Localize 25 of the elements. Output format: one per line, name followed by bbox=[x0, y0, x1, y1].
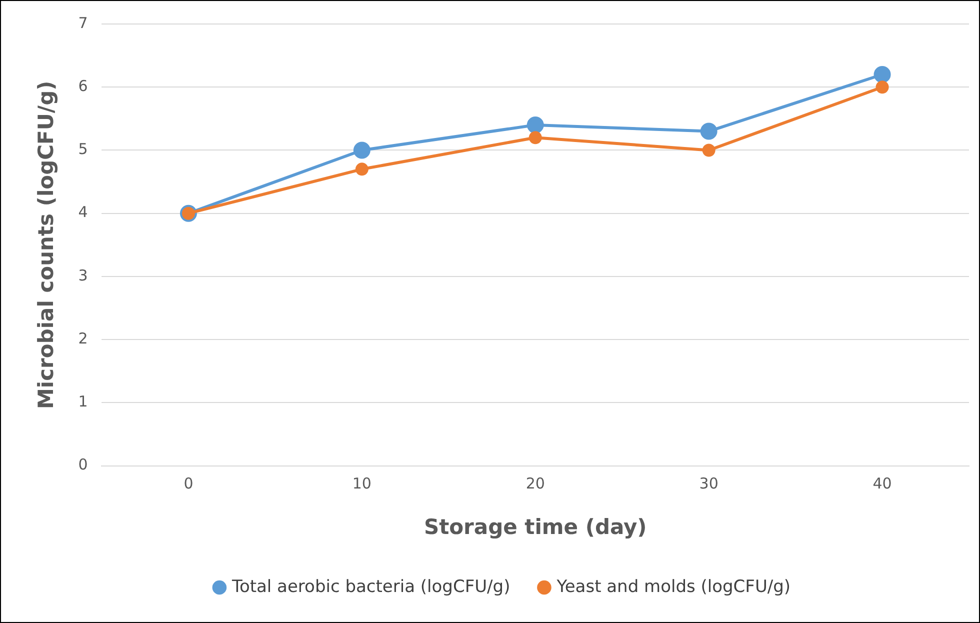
x-tick-label: 40 bbox=[872, 474, 892, 493]
y-tick-label: 4 bbox=[78, 203, 88, 222]
y-tick-label: 1 bbox=[78, 392, 88, 411]
y-tick-label: 6 bbox=[78, 77, 88, 96]
point bbox=[874, 66, 891, 83]
y-tick-label: 2 bbox=[78, 329, 88, 348]
x-axis-title: Storage time (day) bbox=[424, 514, 647, 539]
point bbox=[353, 142, 370, 159]
point bbox=[702, 144, 716, 157]
x-tick-label: 30 bbox=[699, 474, 718, 493]
point bbox=[700, 122, 718, 140]
legend-label: Yeast and molds (logCFU/g) bbox=[556, 576, 791, 597]
x-tick-label: 10 bbox=[352, 474, 372, 493]
x-tick-label: 20 bbox=[526, 474, 545, 493]
point bbox=[355, 162, 368, 176]
y-tick-label: 0 bbox=[78, 456, 88, 474]
legend-label: Total aerobic bacteria (logCFU/g) bbox=[230, 576, 510, 597]
point bbox=[528, 131, 542, 144]
x-tick-label: 0 bbox=[184, 474, 194, 493]
point bbox=[526, 116, 544, 134]
y-tick-label: 7 bbox=[78, 14, 88, 32]
point bbox=[876, 80, 889, 94]
y-tick-label: 3 bbox=[78, 266, 88, 284]
y-tick-label: 5 bbox=[78, 140, 88, 158]
y-axis-title: Microbial counts (logCFU/g) bbox=[34, 80, 58, 410]
